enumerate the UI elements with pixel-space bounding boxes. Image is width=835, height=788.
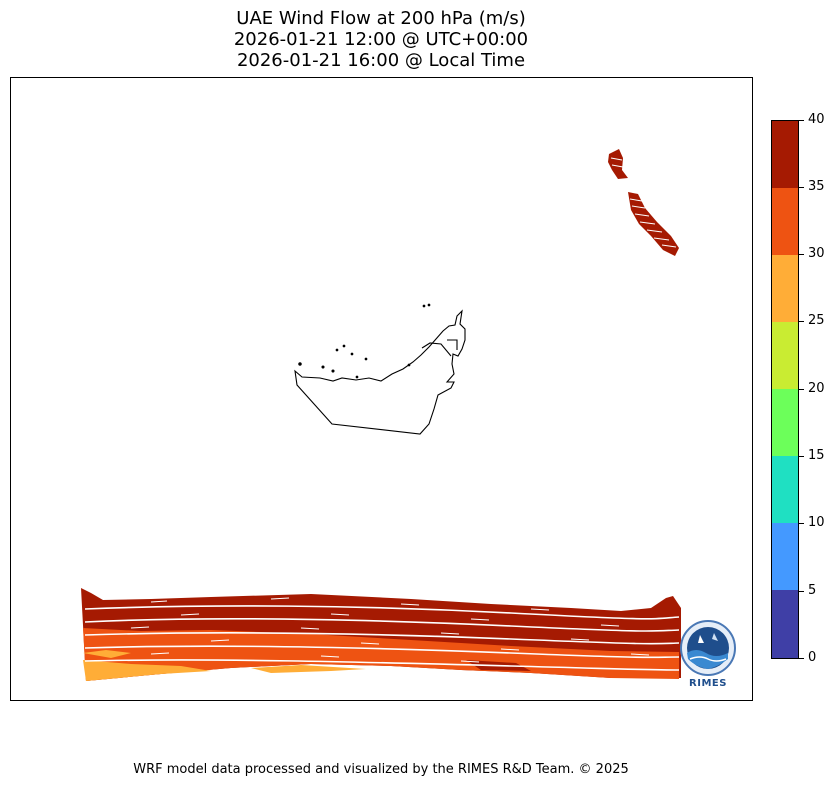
colorbar-label-20: 20: [808, 381, 825, 396]
map-title: UAE Wind Flow at 200 hPa (m/s) 2026-01-2…: [0, 8, 762, 71]
colorbar-label-35: 35: [808, 179, 825, 194]
colorbar-tick-5: [799, 591, 804, 592]
colorbar-label-5: 5: [808, 583, 817, 598]
credit-footer: WRF model data processed and visualized …: [133, 762, 629, 777]
colorbar-tick-40: [799, 120, 804, 121]
colorbar-tick-10: [799, 523, 804, 524]
uae-outline: [294, 303, 466, 435]
wind-patch-northeast: [608, 149, 679, 256]
colorbar-tick-25: [799, 321, 804, 322]
title-line-2: 2026-01-21 12:00 @ UTC+00:00: [233, 29, 529, 50]
map-panel: [10, 77, 753, 701]
title-line-1: UAE Wind Flow at 200 hPa (m/s): [236, 8, 526, 29]
colorbar-label-25: 25: [808, 313, 825, 328]
colorbar-segment-0-5: [772, 590, 798, 658]
rimes-logo-icon: [680, 620, 736, 676]
wind-band-south: [81, 588, 681, 681]
colorbar: [771, 120, 799, 659]
colorbar-label-0: 0: [808, 650, 817, 665]
colorbar-segment-5-10: [772, 523, 798, 590]
colorbar-label-10: 10: [808, 515, 825, 530]
colorbar-segment-15-20: [772, 389, 798, 456]
colorbar-tick-30: [799, 254, 804, 255]
title-line-3: 2026-01-21 16:00 @ Local Time: [236, 50, 526, 71]
colorbar-segment-25-30: [772, 255, 798, 322]
colorbar-label-40: 40: [808, 112, 825, 127]
colorbar-label-15: 15: [808, 448, 825, 463]
colorbar-tick-0: [799, 658, 804, 659]
rimes-logo-text: RIMES: [689, 678, 727, 689]
colorbar-segment-35-40: [772, 121, 798, 188]
colorbar-tick-35: [799, 187, 804, 188]
colorbar-segment-20-25: [772, 322, 798, 389]
colorbar-tick-15: [799, 456, 804, 457]
colorbar-tick-20: [799, 389, 804, 390]
colorbar-label-30: 30: [808, 246, 825, 261]
rimes-logo: RIMES: [676, 619, 740, 689]
map-svg: [81, 149, 681, 681]
colorbar-segment-30-35: [772, 188, 798, 255]
colorbar-segment-10-15: [772, 456, 798, 523]
